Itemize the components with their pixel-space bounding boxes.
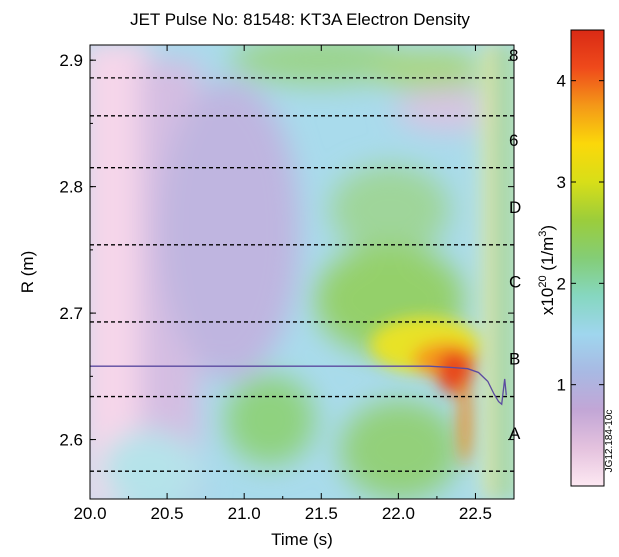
heatmap-collapse-stripe-cyan [498,45,504,499]
x-axis: 20.0 20.5 21.0 21.5 22.0 22.5 [73,45,492,523]
trace-layer [90,365,507,406]
y-tick-label: 2.7 [59,304,83,323]
heatmap-field [90,45,514,499]
x-tick-label: 21.0 [228,504,261,523]
heatmap-patch-green-bottom [340,400,460,499]
heatmap-peak-red-tail [459,375,471,465]
x-tick-label: 20.0 [73,504,106,523]
colorbar-label: x1020 (1/m3) [537,225,557,315]
heatmap-patch-green-mid [330,165,450,255]
plot-frame [89,44,515,500]
heatmap-patch-cyan-bottom-left [100,430,200,499]
colorbar-bar [570,29,605,487]
x-tick-label: 22.5 [459,504,492,523]
y-tick-label: 2.9 [59,51,83,70]
y-tick-label: 2.6 [59,431,83,450]
heatmap-patch-lilac-top-right [395,88,505,132]
colorbar-tick-label: 1 [557,376,566,395]
heatmap-patch-lilac-upper [160,80,300,380]
boundary-trace-line [90,365,507,406]
dashed-lines [90,77,514,472]
region-label: C [509,272,521,291]
colorbar-label-unit-exp: 3 [537,231,549,237]
heatmap-patch-green-top-right [370,50,490,90]
y-tick-label: 2.8 [59,178,83,197]
region-label: D [509,198,521,217]
chart-title: JET Pulse No: 81548: KT3A Electron Densi… [130,10,470,29]
colorbar-label-exp: 20 [537,275,549,287]
x-tick-label: 22.0 [382,504,415,523]
colorbar-tick-label: 2 [557,274,566,293]
source-code-label: JG12.184-10c [604,410,615,473]
colorbar-label-prefix: x10 [538,288,557,315]
y-axis-title: R (m) [18,251,37,293]
colorbar-tick-label: 3 [557,173,566,192]
heatmap-patch-green-core [225,375,315,465]
region-label: B [509,350,520,369]
colorbar-ticks: 1 2 3 4 [557,72,604,395]
x-tick-label: 20.5 [151,504,184,523]
colorbar-tick-label: 4 [557,72,566,91]
y-axis: 2.6 2.7 2.8 2.9 [59,51,514,450]
x-tick-label: 21.5 [305,504,338,523]
heatmap-patch-green-top [230,45,410,85]
colorbar-label-unit-open: (1/m [538,237,557,276]
colorbar-label-unit-close: ) [538,225,557,231]
heatmap-collapse-stripe-green [506,45,511,499]
x-axis-title: Time (s) [271,530,333,549]
heatmap-collapse-stripe-yellow [490,45,495,499]
region-label: A [509,424,521,443]
